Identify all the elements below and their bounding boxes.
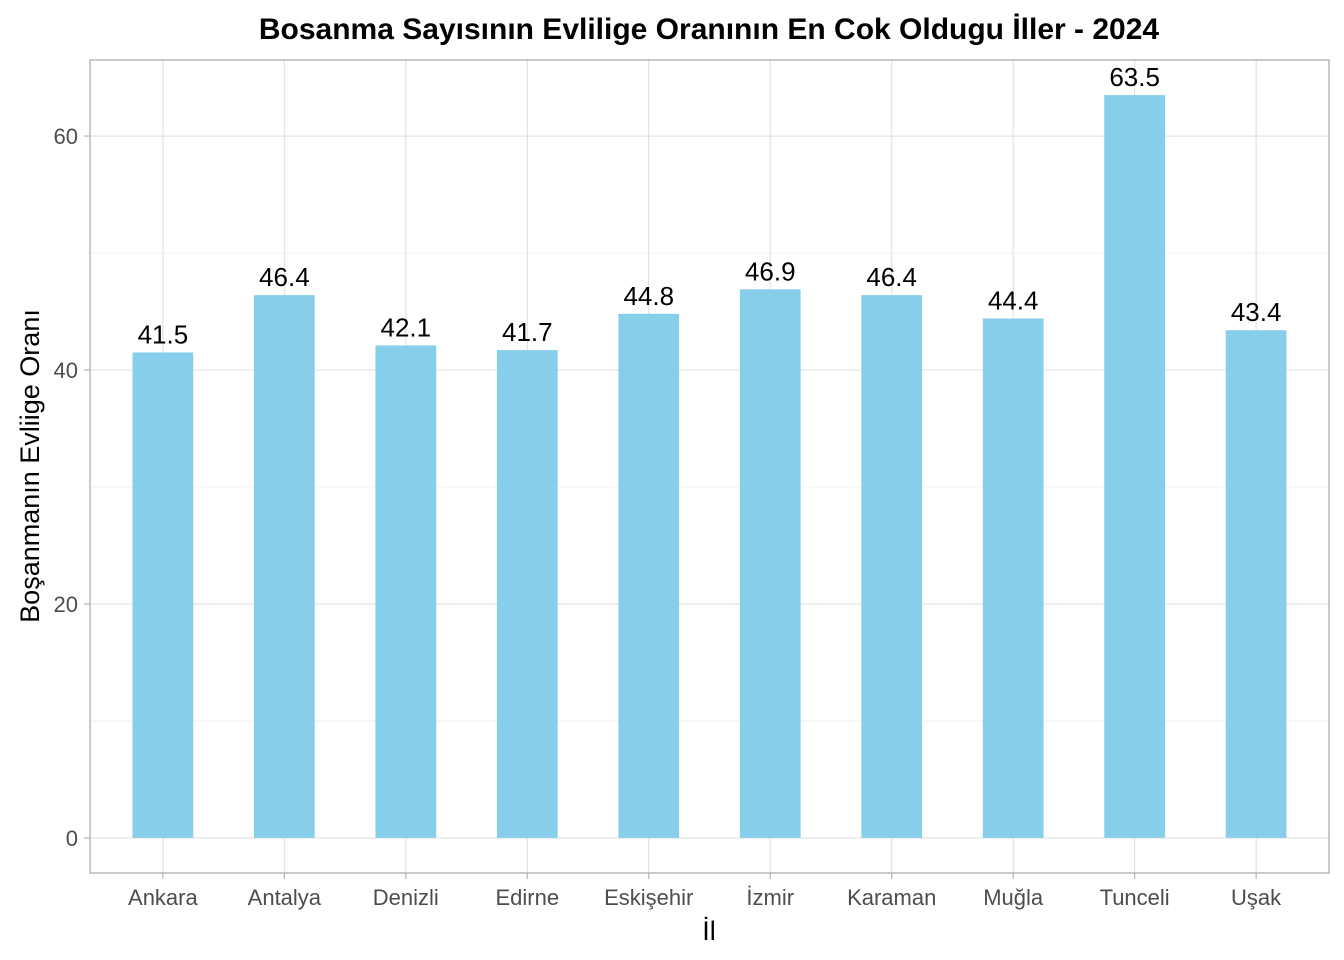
data-label: 63.5 (1109, 62, 1160, 92)
x-tick-label: Denizli (373, 885, 439, 910)
y-tick-label: 0 (66, 826, 78, 851)
x-tick-label: Eskişehir (604, 885, 693, 910)
axis-ticks: 0 20 40 60 Ankara Antalya Denizli Edirne Eskişeh… (54, 124, 1283, 910)
data-label: 44.4 (988, 286, 1039, 316)
x-tick-label: Edirne (495, 885, 559, 910)
data-labels: 41.5 46.4 42.1 41.7 44.8 46.9 46.4 44.4 63.5 43.4 (138, 62, 1282, 349)
bar-denizli (375, 345, 437, 838)
y-axis-title: Boşanmanın Evliige Oranı (15, 309, 45, 623)
bar-uşak (1225, 330, 1287, 838)
chart-title: Bosanma Sayısının Evlilige Oranının En C… (259, 13, 1160, 46)
bar-antalya (253, 295, 315, 838)
x-tick-label: Uşak (1231, 885, 1282, 910)
data-label: 46.4 (259, 262, 310, 292)
data-label: 42.1 (381, 312, 432, 342)
data-label: 44.8 (623, 281, 674, 311)
x-axis-title: İl (702, 915, 716, 946)
data-label: 43.4 (1231, 297, 1282, 327)
bar-ankara (132, 352, 194, 838)
y-tick-label: 40 (54, 358, 78, 383)
bars (132, 95, 1287, 838)
bar-eskişehir (618, 313, 680, 838)
bar-muğla (982, 318, 1044, 838)
bar-karaman (861, 295, 923, 838)
x-tick-label: İzmir (746, 885, 794, 910)
y-tick-label: 20 (54, 592, 78, 617)
bar-i̇zmir (739, 289, 801, 838)
x-tick-label: Tunceli (1100, 885, 1170, 910)
data-label: 41.5 (138, 319, 189, 349)
plot-panel-border (89, 59, 1330, 874)
x-tick-label: Antalya (248, 885, 322, 910)
y-tick-label: 60 (54, 124, 78, 149)
bar-tunceli (1104, 95, 1166, 838)
data-label: 46.9 (745, 256, 796, 286)
x-tick-label: Ankara (128, 885, 198, 910)
bar-edirne (496, 350, 558, 838)
data-label: 41.7 (502, 317, 553, 347)
x-tick-label: Muğla (983, 885, 1044, 910)
data-label: 46.4 (866, 262, 917, 292)
x-tick-label: Karaman (847, 885, 936, 910)
